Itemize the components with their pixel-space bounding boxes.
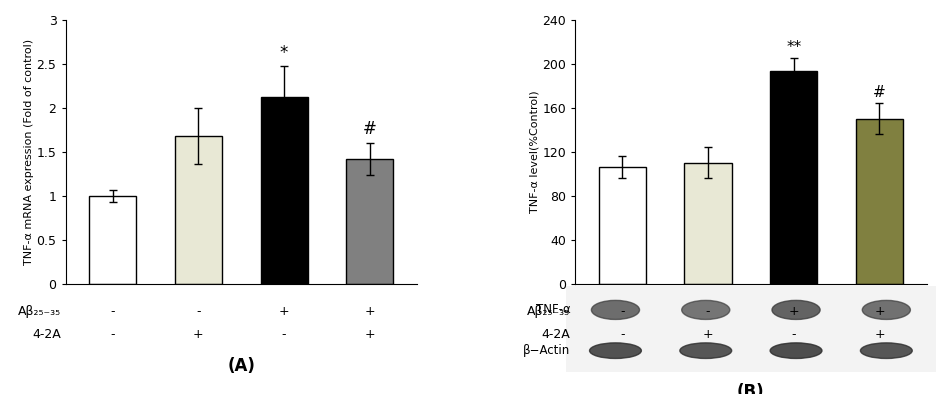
Ellipse shape	[860, 343, 913, 359]
Ellipse shape	[770, 343, 822, 359]
Text: -: -	[110, 305, 115, 318]
Text: -: -	[706, 305, 710, 318]
Text: -: -	[792, 329, 796, 341]
Ellipse shape	[681, 300, 730, 320]
Text: 4-2A: 4-2A	[32, 329, 61, 341]
Bar	[856, 119, 903, 284]
Bar	[175, 136, 222, 284]
Text: -: -	[282, 329, 286, 341]
Bar	[770, 71, 817, 284]
Text: +: +	[788, 305, 799, 318]
Text: **: **	[786, 40, 801, 55]
Text: +: +	[193, 329, 204, 341]
Text: 4-2A: 4-2A	[542, 329, 570, 341]
Text: TNF-α: TNF-α	[535, 303, 570, 316]
Ellipse shape	[590, 343, 641, 359]
Text: +: +	[364, 329, 375, 341]
Text: -: -	[197, 305, 200, 318]
Ellipse shape	[592, 300, 639, 320]
Text: +: +	[874, 305, 885, 318]
Bar	[260, 97, 308, 284]
Text: #: #	[873, 85, 885, 100]
Text: #: #	[363, 121, 377, 139]
Text: +: +	[279, 305, 289, 318]
Text: -: -	[620, 305, 624, 318]
Bar	[599, 167, 646, 284]
Y-axis label: TNF-α level(%Control): TNF-α level(%Control)	[530, 90, 539, 213]
Text: *: *	[280, 44, 288, 62]
Text: β−Actin: β−Actin	[523, 344, 570, 357]
Text: Aβ₂₅₋₃₅: Aβ₂₅₋₃₅	[18, 305, 61, 318]
Ellipse shape	[680, 343, 732, 359]
Ellipse shape	[862, 300, 911, 320]
Bar	[346, 159, 393, 284]
Y-axis label: TNF-α mRNA expression (Fold of control): TNF-α mRNA expression (Fold of control)	[23, 39, 34, 265]
Text: Aβ₂₅₋₃₅: Aβ₂₅₋₃₅	[527, 305, 570, 318]
Text: +: +	[364, 305, 375, 318]
Text: +: +	[703, 329, 713, 341]
Text: (B): (B)	[737, 383, 765, 394]
Bar	[89, 196, 137, 284]
Ellipse shape	[772, 300, 820, 320]
Text: (A): (A)	[227, 357, 256, 375]
Bar	[684, 163, 732, 284]
Text: +: +	[874, 329, 885, 341]
FancyBboxPatch shape	[565, 286, 936, 372]
Text: -: -	[110, 329, 115, 341]
Text: -: -	[620, 329, 624, 341]
